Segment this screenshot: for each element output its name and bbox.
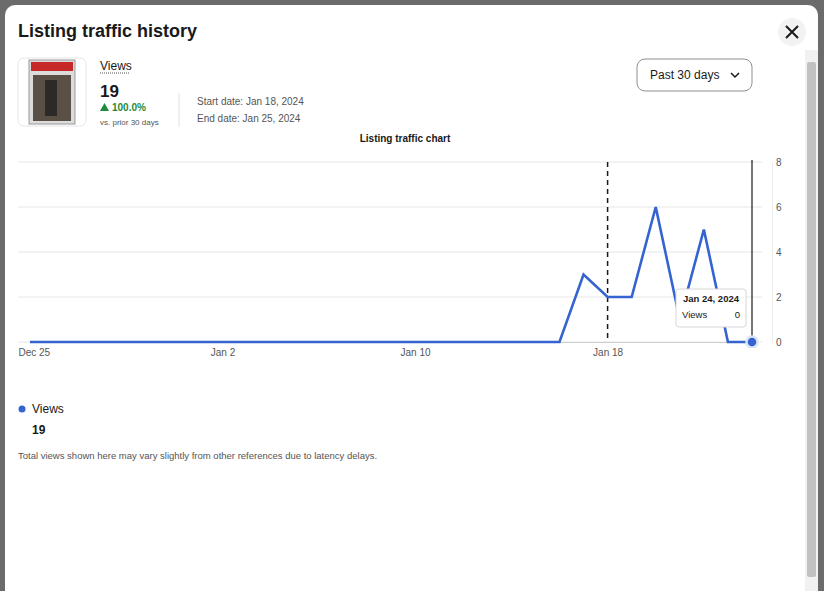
footnote: Total views shown here may vary slightly… xyxy=(18,450,377,461)
card-slab xyxy=(29,60,75,124)
modal xyxy=(5,5,818,591)
y-axis: 0 2 4 6 8 xyxy=(772,157,782,348)
y-tick: 4 xyxy=(772,247,782,258)
x-tick-label: Jan 10 xyxy=(401,347,431,358)
x-tick: Dec 25 xyxy=(19,342,51,358)
grid-line xyxy=(18,207,762,208)
views-line xyxy=(30,207,752,342)
tooltip-box xyxy=(676,289,746,327)
x-tick: Jan 10 xyxy=(401,342,431,358)
y-tick-label: 2 xyxy=(776,292,782,303)
tooltip: Jan 24, 2024 Views 0 xyxy=(676,289,746,327)
hover-line xyxy=(751,160,752,342)
grid xyxy=(18,162,762,342)
thumbnail-frame xyxy=(18,58,86,126)
scrollbar-thumb[interactable] xyxy=(807,62,816,577)
card-image xyxy=(33,75,71,121)
grid-line xyxy=(18,297,762,298)
x-axis: Dec 25 Jan 2 Jan 10 Jan 18 xyxy=(19,342,753,358)
tooltip-date: Jan 24, 2024 xyxy=(683,293,740,304)
close-icon[interactable] xyxy=(786,26,798,38)
grid-line xyxy=(18,252,762,253)
close-button-bg[interactable] xyxy=(778,18,806,46)
hover-point xyxy=(747,337,758,348)
period-dropdown[interactable]: Past 30 days xyxy=(637,59,752,91)
y-tick: 8 xyxy=(772,157,782,168)
start-date-marker xyxy=(607,162,609,342)
x-tick: Jan 2 xyxy=(211,342,236,358)
separator xyxy=(179,93,180,127)
legend: Views 19 xyxy=(19,402,64,437)
y-tick-label: 4 xyxy=(776,247,782,258)
x-tick-label: Dec 25 xyxy=(19,347,51,358)
close-button[interactable] xyxy=(778,18,806,46)
card-figure xyxy=(45,80,57,116)
y-tick: 0 xyxy=(772,337,782,348)
views-total: 19 xyxy=(100,82,119,101)
y-tick: 6 xyxy=(772,202,782,213)
tooltip-value: 0 xyxy=(735,309,740,320)
views-label: Views xyxy=(100,59,132,73)
change-note: vs. prior 30 days xyxy=(100,118,159,127)
views-label-underline xyxy=(100,73,130,74)
end-date: End date: Jan 25, 2024 xyxy=(197,113,301,124)
y-tick-label: 0 xyxy=(776,337,782,348)
dropdown-chevron[interactable] xyxy=(731,73,739,77)
dropdown-text[interactable]: Past 30 days xyxy=(650,68,719,82)
dropdown-box[interactable] xyxy=(637,59,752,91)
x-tick: Jan 18 xyxy=(593,342,623,358)
start-date: Start date: Jan 18, 2024 xyxy=(197,96,304,107)
y-tick: 2 xyxy=(772,292,782,303)
card-label xyxy=(31,62,73,71)
x-tick-label: Jan 18 xyxy=(593,347,623,358)
tooltip-series: Views xyxy=(682,309,707,320)
plot-area xyxy=(30,207,758,348)
legend-total: 19 xyxy=(32,423,46,437)
modal-title: Listing traffic history xyxy=(18,21,197,41)
legend-label: Views xyxy=(32,402,64,416)
y-tick-label: 8 xyxy=(776,157,782,168)
scrollbar-track xyxy=(805,50,818,591)
y-tick-label: 6 xyxy=(776,202,782,213)
grid-line xyxy=(18,162,762,163)
y-axis-line xyxy=(772,163,773,343)
thumbnail xyxy=(18,58,86,126)
legend-swatch xyxy=(19,406,26,413)
change-percent: 100.0% xyxy=(112,102,146,113)
up-arrow xyxy=(100,103,109,111)
screen: Listing traffic historyViews19100.0%vs. … xyxy=(0,0,824,591)
x-tick-label: Jan 2 xyxy=(211,347,236,358)
chart-title: Listing traffic chart xyxy=(360,133,451,144)
